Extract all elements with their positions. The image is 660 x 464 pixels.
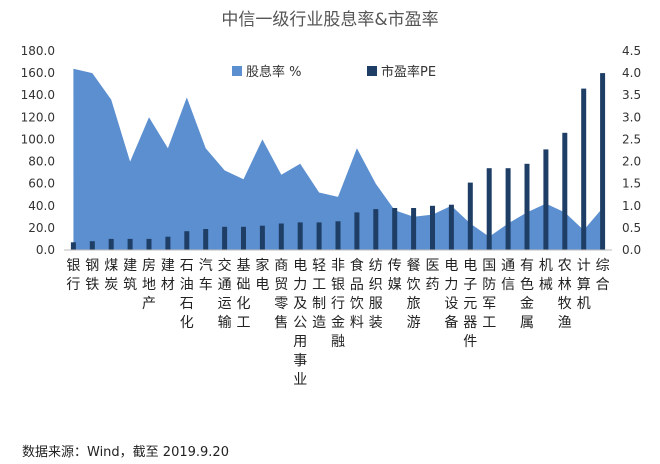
area-dividend-yield bbox=[73, 68, 603, 250]
bar-pe-4 bbox=[146, 238, 152, 250]
bar-pe-6 bbox=[184, 231, 190, 250]
x-tick-label: 餐饮旅游 bbox=[407, 258, 421, 331]
legend-swatch-pe bbox=[367, 66, 377, 76]
chart-title: 中信一级行业股息率&市盈率 bbox=[221, 10, 438, 30]
x-tick-label: 银行 bbox=[66, 258, 80, 293]
y-right-tick-label: 2.5 bbox=[622, 132, 641, 146]
x-tick-label: 农林牧渔 bbox=[558, 258, 572, 331]
bar-pe-28 bbox=[600, 73, 606, 250]
x-tick-label: 房地产 bbox=[142, 258, 156, 312]
bar-pe-3 bbox=[127, 238, 133, 250]
y-right-tick-label: 4.5 bbox=[622, 44, 641, 58]
y-right-tick-label: 1.0 bbox=[622, 199, 641, 213]
y-right-tick-label: 3.0 bbox=[622, 110, 641, 124]
bar-pe-5 bbox=[165, 236, 171, 250]
bar-pe-20 bbox=[448, 204, 454, 250]
x-tick-label: 食品饮料 bbox=[350, 257, 364, 331]
bar-pe-12 bbox=[297, 222, 303, 250]
x-tick-label: 综合 bbox=[596, 258, 610, 293]
legend-label-dividend-yield: 股息率 % bbox=[246, 64, 302, 80]
x-tick-label: 电力及公用事业 bbox=[293, 258, 307, 388]
bar-pe-24 bbox=[524, 163, 530, 250]
plot-area: 0.0 20.0 40.0 60.0 80.0 100.0 120.0 140.0 160.0 1… bbox=[21, 44, 641, 388]
y-left-tick-label: 0.0 bbox=[36, 243, 55, 257]
legend: 股息率 % 市盈率PE bbox=[232, 64, 436, 80]
y-right-tick-label: 4.0 bbox=[622, 66, 641, 80]
y-left-tick-label: 60.0 bbox=[28, 177, 55, 191]
bar-pe-25 bbox=[543, 149, 549, 250]
x-tick-label: 基础化工 bbox=[237, 257, 251, 331]
bar-pe-0 bbox=[70, 242, 76, 250]
bar-pe-10 bbox=[259, 225, 265, 250]
y-right-tick-label: 2.0 bbox=[622, 155, 641, 169]
x-tick-label: 商贸零售 bbox=[274, 258, 288, 331]
bar-pe-9 bbox=[241, 226, 246, 250]
legend-swatch-dividend-yield bbox=[232, 66, 242, 76]
y-left-tick-label: 180.0 bbox=[21, 44, 55, 58]
bar-pe-8 bbox=[222, 226, 228, 250]
x-tick-label: 传媒 bbox=[388, 258, 402, 293]
bar-pe-22 bbox=[486, 168, 492, 250]
y-right-tick-label: 1.5 bbox=[622, 177, 641, 191]
x-tick-label: 家电 bbox=[255, 257, 269, 293]
x-tick-label: 医药 bbox=[426, 258, 440, 293]
bar-pe-16 bbox=[373, 209, 379, 250]
x-tick-label: 国防军工 bbox=[482, 258, 496, 331]
x-tick-label: 煤炭 bbox=[104, 258, 118, 293]
x-tick-label: 建筑 bbox=[123, 258, 137, 293]
x-tick-label: 通信 bbox=[501, 258, 515, 293]
x-tick-label: 交通运输 bbox=[218, 257, 232, 331]
y-right-tick-label: 0.5 bbox=[622, 221, 641, 235]
bar-pe-1 bbox=[89, 241, 95, 250]
bar-pe-23 bbox=[505, 168, 511, 250]
source-note: 数据来源：Wind，截至 2019.9.20 bbox=[22, 445, 229, 460]
legend-label-pe: 市盈率PE bbox=[381, 64, 436, 80]
y-left-tick-label: 140.0 bbox=[21, 88, 55, 102]
y-right-tick-label: 3.5 bbox=[622, 88, 641, 102]
x-tick-label: 机械 bbox=[539, 258, 553, 293]
bar-pe-15 bbox=[354, 212, 360, 250]
x-tick-label: 钢铁 bbox=[85, 258, 99, 293]
bar-pe-13 bbox=[316, 222, 322, 250]
x-tick-label: 电力设备 bbox=[444, 258, 458, 331]
y-left-tick-label: 40.0 bbox=[28, 199, 55, 213]
x-tick-label: 轻工制造 bbox=[312, 258, 326, 331]
bar-pe-26 bbox=[562, 132, 568, 250]
bar-pe-7 bbox=[203, 229, 209, 250]
y-left-tick-label: 80.0 bbox=[28, 155, 55, 169]
x-tick-label: 有色金属 bbox=[520, 258, 534, 331]
x-tick-label: 非银行金融 bbox=[331, 258, 345, 350]
x-tick-label: 计算机 bbox=[577, 258, 591, 312]
bar-pe-27 bbox=[581, 88, 587, 250]
bar-pe-17 bbox=[392, 208, 398, 250]
bar-pe-11 bbox=[278, 223, 284, 250]
bar-pe-21 bbox=[467, 182, 473, 250]
x-tick-label: 建材 bbox=[161, 258, 175, 293]
y-right-tick-label: 0.0 bbox=[622, 243, 641, 257]
bar-pe-14 bbox=[335, 221, 341, 250]
y-left-tick-label: 20.0 bbox=[28, 221, 55, 235]
bar-pe-18 bbox=[411, 208, 417, 250]
y-left-tick-label: 100.0 bbox=[21, 132, 55, 146]
x-tick-label: 汽车 bbox=[199, 258, 213, 293]
bar-pe-2 bbox=[108, 238, 114, 250]
bar-pe-19 bbox=[430, 205, 435, 250]
x-tick-label: 电子元器件 bbox=[463, 258, 477, 350]
y-left-tick-label: 120.0 bbox=[21, 110, 55, 124]
y-left-tick-label: 160.0 bbox=[21, 66, 55, 80]
x-tick-label: 石油石化 bbox=[180, 258, 194, 331]
x-tick-label: 纺织服装 bbox=[369, 258, 383, 331]
